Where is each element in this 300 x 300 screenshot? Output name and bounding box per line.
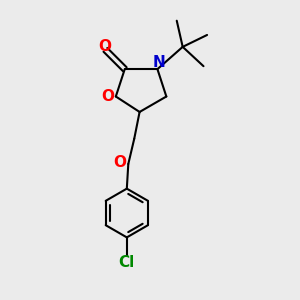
Text: Cl: Cl <box>119 255 135 270</box>
Text: O: O <box>113 155 126 170</box>
Text: O: O <box>101 89 114 104</box>
Text: O: O <box>98 39 111 54</box>
Text: N: N <box>152 55 165 70</box>
